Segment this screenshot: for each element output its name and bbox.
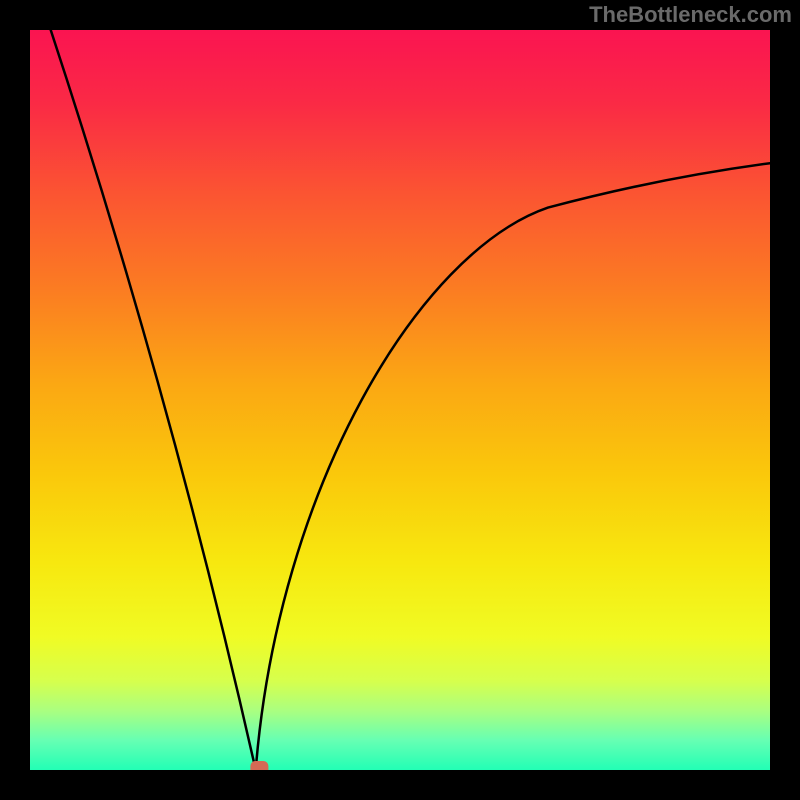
plot-svg (30, 30, 770, 770)
chart-frame: TheBottleneck.com (0, 0, 800, 800)
optimal-point-marker (250, 761, 268, 770)
gradient-background (30, 30, 770, 770)
plot-area (30, 30, 770, 770)
watermark-text: TheBottleneck.com (589, 2, 792, 28)
